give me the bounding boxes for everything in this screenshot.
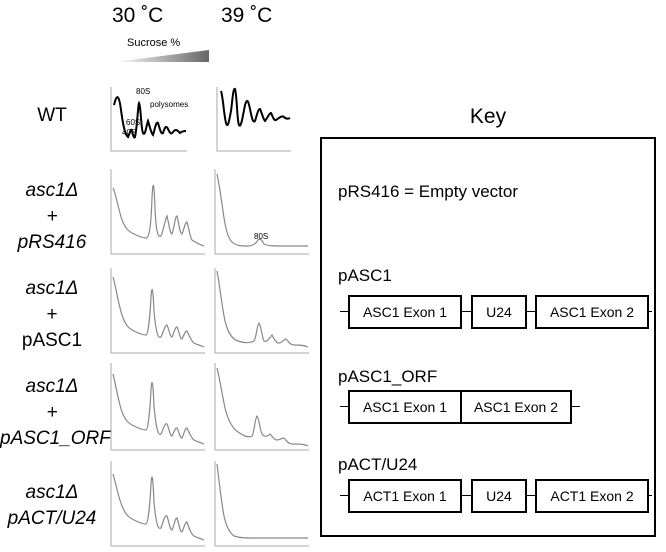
annotation-60s: 60S [126,118,141,127]
row-label-pact-u24: asc1Δ pACT/U24 [0,480,104,532]
profile-pact-u24-39c [214,460,310,548]
annotation-polysomes: polysomes [150,100,189,109]
profile-pasc1-orf-30c [110,362,206,452]
segment-u24: U24 [471,479,527,513]
profile-wt-39c [216,85,292,153]
row-label-line: pASC1 [21,330,83,351]
key-panel: Key pRS416 = Empty vector pASC1 ASC1 Exo… [320,105,658,537]
row-label-line: asc1Δ [25,482,79,503]
construct-name-pact-u24: pACT/U24 [338,455,418,474]
segment-exon: ACT1 Exon 2 [535,479,649,513]
sucrose-gradient-wedge [114,50,209,62]
profile-wt-30c [110,85,188,153]
row-label-line: pRS416 [17,232,87,253]
row-label-line: + [46,304,58,325]
row-label-wt: WT [0,103,104,129]
segment-exon: ASC1 Exon 2 [460,390,572,424]
profile-pasc1-orf-39c [214,362,310,452]
row-label-line: asc1Δ [25,278,79,299]
profile-pact-u24-30c [110,460,206,548]
construct-pasc1: ASC1 Exon 1 U24 ASC1 Exon 2 [322,295,658,329]
empty-vector-label: pRS416 = Empty vector [338,182,519,201]
segment-exon: ASC1 Exon 1 [348,390,462,424]
annotation-40s: 40S [122,128,137,137]
row-label-line: + [46,402,58,423]
profile-prs416-30c [110,168,206,256]
construct-pasc1-orf: ASC1 Exon 1 ASC1 Exon 2 [322,390,658,424]
annotation-80s: 80S [136,87,151,96]
annotation-80s-39c: 80S [254,232,269,241]
construct-name-pasc1: pASC1 [338,266,392,285]
row-label-line: pASC1_ORF [0,428,111,449]
row-label-line: asc1Δ [25,180,79,201]
row-label-prs416: asc1Δ + pRS416 [0,178,104,256]
key-title: Key [469,105,507,128]
temp-39-label: 39 ˚C [221,4,273,27]
profile-prs416-39c [214,168,310,256]
row-label-line: WT [37,105,67,126]
segment-exon: ASC1 Exon 2 [535,295,649,329]
temp-30-label: 30 ˚C [112,4,164,27]
profile-pasc1-30c [110,267,206,355]
segment-exon: ACT1 Exon 1 [348,479,462,513]
segment-u24: U24 [471,295,527,329]
profile-pasc1-39c [214,267,310,355]
construct-name-pasc1-orf: pASC1_ORF [338,367,438,386]
row-label-pasc1-orf: asc1Δ + pASC1_ORF [0,374,111,452]
construct-pact-u24: ACT1 Exon 1 U24 ACT1 Exon 2 [322,479,658,513]
sucrose-label: Sucrose % [127,37,181,49]
row-label-line: + [46,206,58,227]
row-label-line: pACT/U24 [7,508,97,529]
row-label-line: asc1Δ [25,376,79,397]
row-label-pasc1: asc1Δ + pASC1 [0,276,104,354]
segment-exon: ASC1 Exon 1 [348,295,462,329]
